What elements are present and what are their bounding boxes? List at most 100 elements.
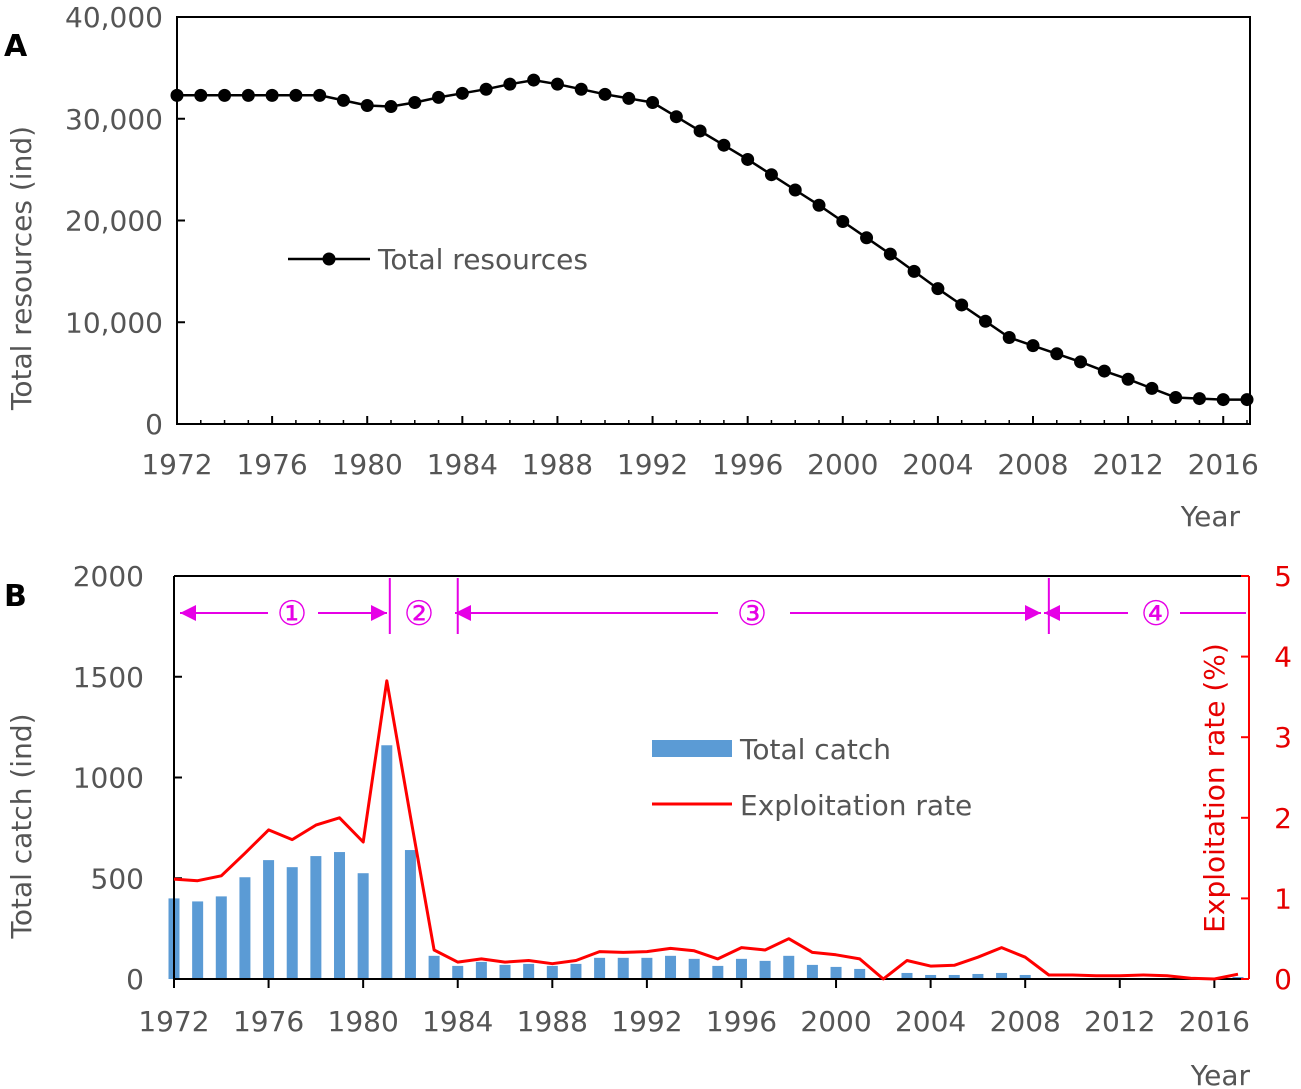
data-point bbox=[907, 264, 921, 278]
bar bbox=[735, 958, 747, 979]
bar bbox=[996, 972, 1008, 979]
bar bbox=[1232, 976, 1244, 979]
data-point bbox=[503, 77, 517, 91]
x-tick-label: 2004 bbox=[895, 1005, 966, 1038]
x-axis-title: Year bbox=[1180, 500, 1241, 533]
data-point bbox=[479, 82, 493, 96]
data-point bbox=[1216, 393, 1230, 407]
data-point bbox=[1145, 381, 1159, 395]
period-arrow-head bbox=[180, 605, 196, 621]
data-point bbox=[1121, 372, 1135, 386]
x-tick-label: 1976 bbox=[233, 1005, 304, 1038]
x-tick-label: 1980 bbox=[328, 1005, 399, 1038]
x-tick-label: 1980 bbox=[332, 448, 403, 481]
x-tick-label: 2000 bbox=[807, 448, 878, 481]
bar bbox=[925, 974, 937, 979]
bar bbox=[759, 960, 771, 979]
legend-label-exploitation-rate: Exploitation rate bbox=[740, 789, 972, 822]
data-point bbox=[669, 110, 683, 124]
y2-tick-label: 0 bbox=[1274, 963, 1292, 996]
bar bbox=[381, 745, 393, 979]
bar bbox=[783, 955, 795, 979]
panel-a-label: A bbox=[4, 29, 28, 64]
bar bbox=[239, 877, 251, 979]
bar bbox=[546, 965, 558, 979]
data-point bbox=[432, 90, 446, 104]
x-tick-label: 1996 bbox=[706, 1005, 777, 1038]
data-point bbox=[527, 73, 541, 87]
data-point bbox=[265, 88, 279, 102]
x-tick-label: 1996 bbox=[712, 448, 783, 481]
period-arrow-head bbox=[371, 605, 387, 621]
y-tick-label: 20,000 bbox=[65, 205, 163, 238]
data-point bbox=[1026, 339, 1040, 353]
y2-tick-label: 4 bbox=[1274, 641, 1292, 674]
y-tick-label: 0 bbox=[126, 963, 144, 996]
data-point bbox=[955, 298, 969, 312]
legend-label-total-catch: Total catch bbox=[739, 733, 891, 766]
bar bbox=[617, 957, 629, 979]
x-tick-label: 2016 bbox=[1188, 448, 1259, 481]
data-point bbox=[1192, 392, 1206, 406]
y2-tick-label: 1 bbox=[1274, 882, 1292, 915]
bar bbox=[901, 972, 913, 979]
data-point bbox=[788, 183, 802, 197]
bar bbox=[286, 867, 298, 979]
y-tick-label: 10,000 bbox=[65, 306, 163, 339]
period-arrow-head bbox=[1044, 605, 1060, 621]
data-point bbox=[1050, 347, 1064, 361]
chart-a: 0 10,000 20,000 30,000 40,000 1972 1976 1980 198… bbox=[5, 1, 1259, 533]
series-line-total-resources bbox=[177, 78, 1247, 401]
bar bbox=[712, 965, 724, 979]
bar bbox=[854, 968, 866, 979]
data-point bbox=[741, 152, 755, 166]
bar bbox=[310, 856, 322, 979]
data-point bbox=[812, 198, 826, 212]
bar bbox=[972, 973, 984, 979]
x-tick-label: 1976 bbox=[236, 448, 307, 481]
y2-tick-label: 3 bbox=[1274, 721, 1292, 754]
x-tick-label: 1972 bbox=[138, 1005, 209, 1038]
x-tick-label: 2016 bbox=[1179, 1005, 1250, 1038]
x-tick-label: 1992 bbox=[617, 448, 688, 481]
bar bbox=[357, 873, 369, 979]
bar bbox=[334, 852, 346, 979]
bar bbox=[570, 963, 582, 979]
data-point bbox=[170, 88, 184, 102]
chart-b: 0 500 1000 1500 2000 0 1 2 3 4 5 1972 1976 1980 1984 19… bbox=[5, 560, 1292, 1089]
bar bbox=[641, 957, 653, 979]
data-point bbox=[764, 168, 778, 182]
period-label: ④ bbox=[1141, 594, 1171, 634]
data-point bbox=[313, 88, 327, 102]
y-tick-label: 40,000 bbox=[65, 1, 163, 34]
data-point bbox=[241, 88, 255, 102]
data-point bbox=[336, 93, 350, 107]
bar bbox=[428, 955, 440, 979]
bar bbox=[192, 901, 204, 979]
y-tick-label: 30,000 bbox=[65, 103, 163, 136]
y-axis-title: Total resources (ind) bbox=[5, 126, 38, 411]
plot-frame bbox=[176, 16, 1251, 425]
x-tick-label: 2004 bbox=[902, 448, 973, 481]
legend-label-total-resources: Total resources bbox=[377, 243, 588, 276]
x-tick-label: 2008 bbox=[990, 1005, 1061, 1038]
data-point bbox=[883, 247, 897, 261]
bar bbox=[830, 966, 842, 979]
x-tick-label: 2012 bbox=[1092, 448, 1163, 481]
data-point bbox=[408, 95, 422, 109]
series-line-exploitation-rate bbox=[173, 679, 1239, 981]
data-point bbox=[550, 77, 564, 91]
data-point bbox=[931, 282, 945, 296]
period-label: ③ bbox=[737, 594, 767, 634]
x-tick-label: 2012 bbox=[1084, 1005, 1155, 1038]
bar bbox=[404, 850, 416, 979]
y-axis-title: Total catch (ind) bbox=[5, 713, 38, 939]
y-tick-label: 1500 bbox=[73, 661, 144, 694]
x-tick-label: 1984 bbox=[422, 1005, 493, 1038]
period-arrow-head bbox=[1025, 605, 1041, 621]
data-point bbox=[384, 100, 398, 114]
y-tick-label: 1000 bbox=[73, 762, 144, 795]
panel-b-label: B bbox=[4, 579, 27, 614]
bar bbox=[665, 955, 677, 979]
